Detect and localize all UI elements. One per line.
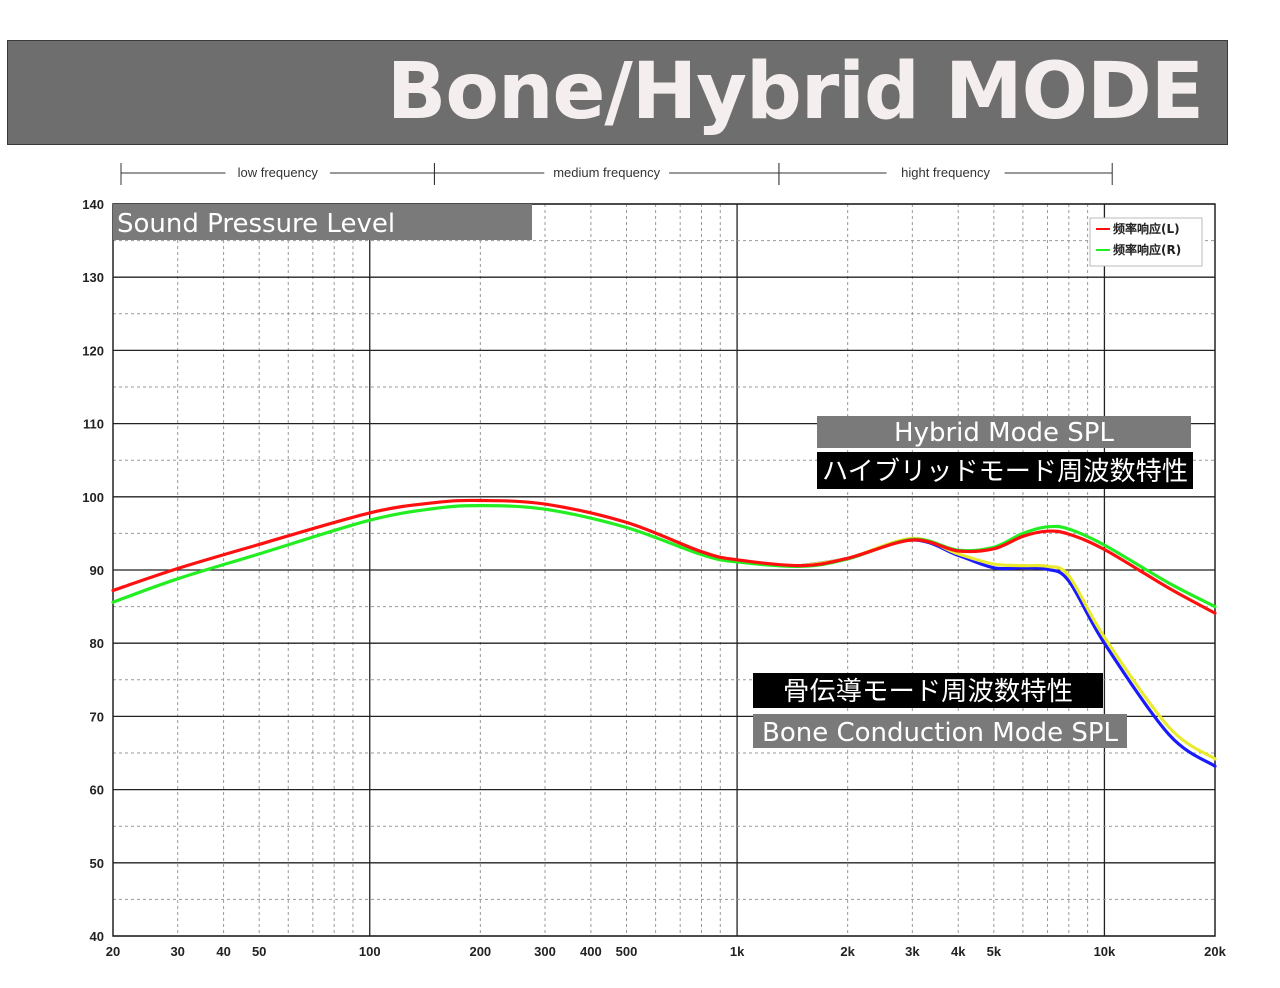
x-tick-label: 400 (580, 944, 602, 959)
page-title: Bone/Hybrid MODE (386, 47, 1204, 137)
bone-jp-text: 骨伝導モード周波数特性 (783, 677, 1073, 707)
x-tick-label: 4k (951, 944, 966, 959)
x-tick-label: 2k (840, 944, 855, 959)
y-tick-label: 120 (82, 343, 104, 358)
chart-series (111, 498, 1217, 768)
bone-jp-bg (753, 673, 1103, 708)
spl-annotation: Sound Pressure Level (113, 204, 532, 240)
hybrid-annotation: Hybrid Mode SPL ハイブリッドモード周波数特性 (817, 416, 1193, 489)
x-tick-label: 500 (616, 944, 638, 959)
plot-frame (112, 203, 1216, 937)
title-banner: Bone/Hybrid MODE (7, 40, 1228, 145)
legend-entry: 频率响应(R) (1113, 242, 1181, 257)
x-tick-label: 30 (170, 944, 184, 959)
spl-annotation-bg (113, 204, 532, 240)
bone-en-bg (753, 714, 1127, 748)
hybrid-jp-bg (817, 452, 1193, 489)
y-tick-label: 100 (82, 490, 104, 505)
chart-grid (112, 203, 1216, 937)
legend-entry: 频率响应(L) (1113, 221, 1180, 236)
band-label: low frequency (238, 165, 319, 180)
y-tick-label: 80 (90, 636, 104, 651)
y-tick-label: 60 (90, 783, 104, 798)
x-tick-label: 5k (987, 944, 1002, 959)
x-tick-label: 20 (106, 944, 120, 959)
frequency-bands: low frequency medium frequency hight frequ… (120, 163, 1113, 185)
x-tick-label: 200 (469, 944, 491, 959)
x-tick-label: 10k (1094, 944, 1116, 959)
x-tick-label: 1k (730, 944, 745, 959)
y-tick-label: 110 (83, 417, 104, 432)
chart-axes: 20 30 40 50 100 200 300 400 500 1k 2k 3k 4k 5k 10k 20k 4… (82, 197, 1226, 959)
hybrid-en-text: Hybrid Mode SPL (894, 418, 1114, 448)
hybrid-en-bg (817, 416, 1191, 448)
y-tick-label: 50 (90, 856, 104, 871)
hybrid-jp-text: ハイブリッドモード周波数特性 (822, 457, 1188, 487)
y-tick-label: 70 (90, 709, 104, 724)
x-tick-label: 50 (252, 944, 266, 959)
y-tick-label: 90 (90, 563, 104, 578)
x-tick-label: 3k (905, 944, 920, 959)
chart-legend: 频率响应(L) 频率响应(R) (1089, 217, 1203, 267)
y-tick-label: 40 (90, 929, 104, 944)
y-tick-label: 130 (82, 270, 104, 285)
band-label: medium frequency (553, 165, 660, 180)
bone-en-text: Bone Conduction Mode SPL (762, 718, 1118, 748)
band-label: hight frequency (901, 165, 990, 180)
series-line-left (111, 498, 1217, 615)
spl-annotation-text: Sound Pressure Level (117, 209, 395, 239)
x-tick-label: 20k (1204, 944, 1226, 959)
bone-annotation: 骨伝導モード周波数特性 Bone Conduction Mode SPL (753, 673, 1127, 748)
legend-box (1089, 217, 1203, 267)
x-tick-label: 100 (359, 944, 381, 959)
x-tick-label: 300 (534, 944, 556, 959)
x-tick-label: 40 (216, 944, 230, 959)
y-tick-label: 140 (82, 197, 104, 212)
